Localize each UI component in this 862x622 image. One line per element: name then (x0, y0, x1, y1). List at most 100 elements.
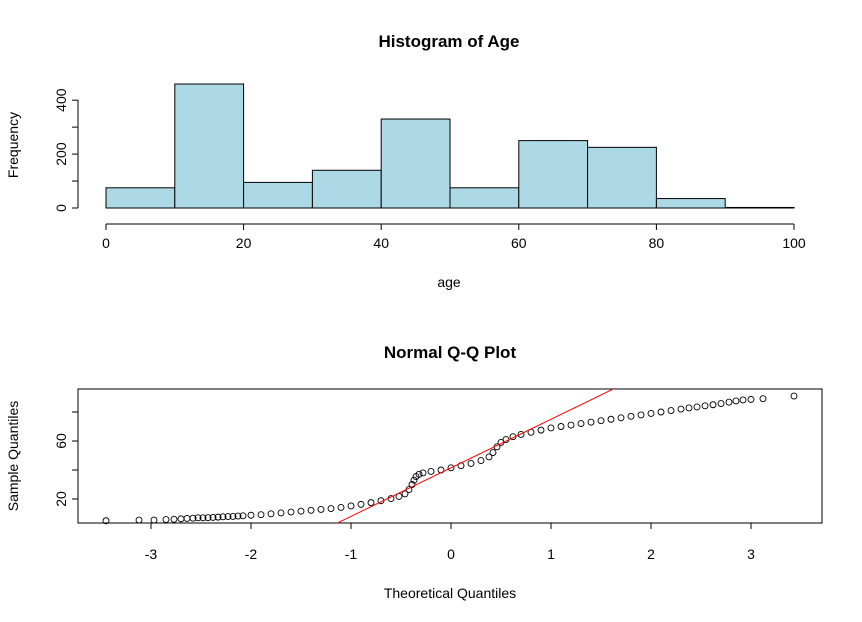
histogram-bar (380, 118, 451, 209)
qq-point (307, 506, 315, 514)
qq-y-tick-label: 60 (53, 433, 69, 449)
qq-point (247, 511, 255, 519)
qq-x-tick-label: -1 (345, 546, 358, 562)
qq-point (701, 402, 709, 410)
qq-plot-box (77, 388, 823, 524)
qq-point (317, 505, 325, 513)
qq-point (415, 470, 423, 478)
qq-point (725, 398, 733, 406)
qq-point (327, 505, 335, 513)
qq-point (477, 457, 485, 465)
qq-x-axis-label: Theoretical Quantiles (384, 585, 516, 601)
qq-y-tick-label: 20 (53, 491, 69, 507)
qq-point (204, 514, 212, 522)
qq-points (102, 392, 798, 525)
qq-x-tick-label: 0 (447, 546, 455, 562)
qq-point (685, 404, 693, 412)
qq-point (607, 415, 615, 423)
qq-point (617, 414, 625, 422)
qq-point (709, 401, 717, 409)
qq-point (637, 411, 645, 419)
histogram-bar (311, 169, 382, 209)
qq-point (489, 449, 497, 457)
qq-point (627, 412, 635, 420)
qq-plot-title: Normal Q-Q Plot (384, 343, 517, 362)
histogram-bar (105, 187, 176, 209)
qq-point (732, 397, 740, 405)
qq-point (657, 408, 665, 416)
qq-point (677, 405, 685, 413)
qq-point (135, 516, 143, 524)
qq-point (229, 512, 237, 520)
qq-y-axis-label: Sample Quantiles (5, 401, 21, 512)
qq-point (183, 514, 191, 522)
qq-point (102, 517, 110, 525)
qq-point (257, 511, 265, 519)
histogram-bar (518, 140, 589, 209)
qq-point (467, 460, 475, 467)
histogram-title: Histogram of Age (378, 32, 519, 51)
qq-point (401, 490, 409, 498)
qq-point (747, 395, 755, 403)
qq-point (150, 516, 158, 524)
histogram-bars (105, 83, 795, 209)
histogram-x-tick-label: 80 (649, 235, 665, 251)
qq-x-tick-label: -3 (145, 546, 158, 562)
qq-point (224, 513, 232, 520)
qq-point (790, 392, 798, 400)
qq-x-tick-label: 3 (747, 546, 755, 562)
qq-point (667, 407, 675, 414)
qq-point (587, 418, 595, 426)
histogram-x-tick-label: 40 (373, 235, 389, 251)
qq-point (577, 420, 585, 428)
qq-point (557, 423, 565, 430)
qq-point (567, 421, 575, 429)
histogram-x-axis-label: age (437, 274, 461, 290)
qq-point (485, 453, 493, 461)
histogram-bar (655, 198, 726, 209)
qq-point (597, 417, 605, 425)
histogram-x-tick-label: 60 (511, 235, 527, 251)
qq-x-tick-label: -2 (245, 546, 258, 562)
qq-point (287, 508, 295, 516)
histogram-x-axis: 0 20 40 60 80 100 (102, 223, 806, 251)
qq-reference-line-group (336, 389, 615, 523)
qq-point (739, 396, 747, 404)
qq-point (239, 512, 247, 520)
qq-x-tick-label: 1 (547, 546, 555, 562)
histogram-bar (724, 206, 795, 209)
qq-point (337, 503, 345, 511)
qq-x-tick-label: 2 (647, 546, 655, 562)
histogram-bar (587, 146, 657, 209)
histogram-x-tick-label: 20 (236, 235, 252, 251)
qq-point (162, 516, 170, 524)
qq-point (177, 515, 185, 523)
histogram-y-axis: 0 200 400 (53, 88, 79, 212)
histogram-y-tick-label: 200 (53, 142, 69, 166)
histogram-x-tick-label: 100 (782, 235, 806, 251)
qq-point (537, 426, 545, 434)
qq-point (693, 403, 701, 411)
qq-plot-panel: Normal Q-Q Plot Theoretical Quantiles Sa… (5, 343, 823, 601)
qq-point (410, 476, 418, 484)
qq-point (234, 512, 242, 520)
qq-point (170, 515, 178, 523)
histogram-bar (243, 181, 313, 209)
qq-reference-line (336, 389, 615, 523)
histogram-y-axis-label: Frequency (5, 112, 21, 178)
qq-x-axis: -3 -2 -1 0 1 2 3 (145, 523, 755, 562)
qq-point (199, 514, 207, 522)
qq-point (357, 500, 365, 508)
histogram-bar (449, 187, 520, 209)
qq-point (647, 410, 655, 417)
qq-point (408, 481, 416, 488)
qq-point (297, 507, 305, 515)
qq-point (419, 469, 427, 477)
histogram-x-tick-label: 0 (102, 235, 110, 251)
qq-point (447, 464, 455, 472)
qq-point (759, 395, 767, 403)
qq-point (517, 431, 525, 438)
qq-point (209, 513, 217, 521)
